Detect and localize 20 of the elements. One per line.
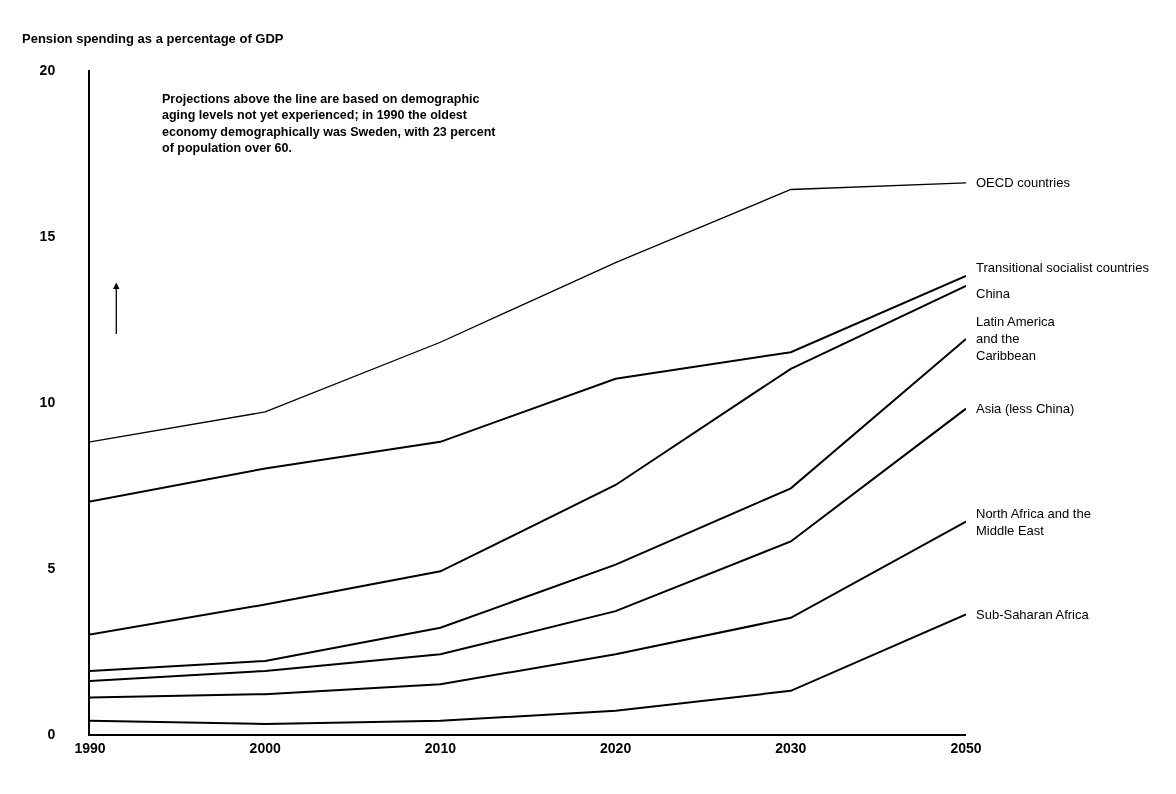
x-tick-label: 2020 [600,739,632,756]
y-tick-label: 5 [47,559,56,576]
y-tick-label: 10 [39,393,56,410]
x-tick-label: 2000 [249,739,281,756]
series-label: OECD countries [976,175,1071,190]
annotation: Projections above the line are based on demographic aging levels not yet experienced; in 1990 the oldest economy demographically was Sweden, with 23 percent of population over 60. [162,92,497,155]
x-tick-label: 2010 [424,739,457,756]
series-label: Latin America and the Caribbean [976,314,1056,363]
series-label: China [976,286,1011,301]
x-tick-label: 2030 [775,739,807,756]
series-label: Asia (less China) [976,401,1075,416]
x-tick-label: 1990 [74,739,106,756]
y-tick-label: 20 [39,61,56,78]
series-label: Sub-Saharan Africa [976,607,1090,622]
y-axis-title: Pension spending as a percentage of GDP [22,31,284,46]
x-tick-label: 2050 [950,739,982,756]
series-label: North Africa and the Middle East [976,506,1091,538]
y-tick-label: 15 [39,227,56,244]
y-tick-label: 0 [47,725,56,742]
series-label: Transitional socialist countries [976,260,1150,275]
